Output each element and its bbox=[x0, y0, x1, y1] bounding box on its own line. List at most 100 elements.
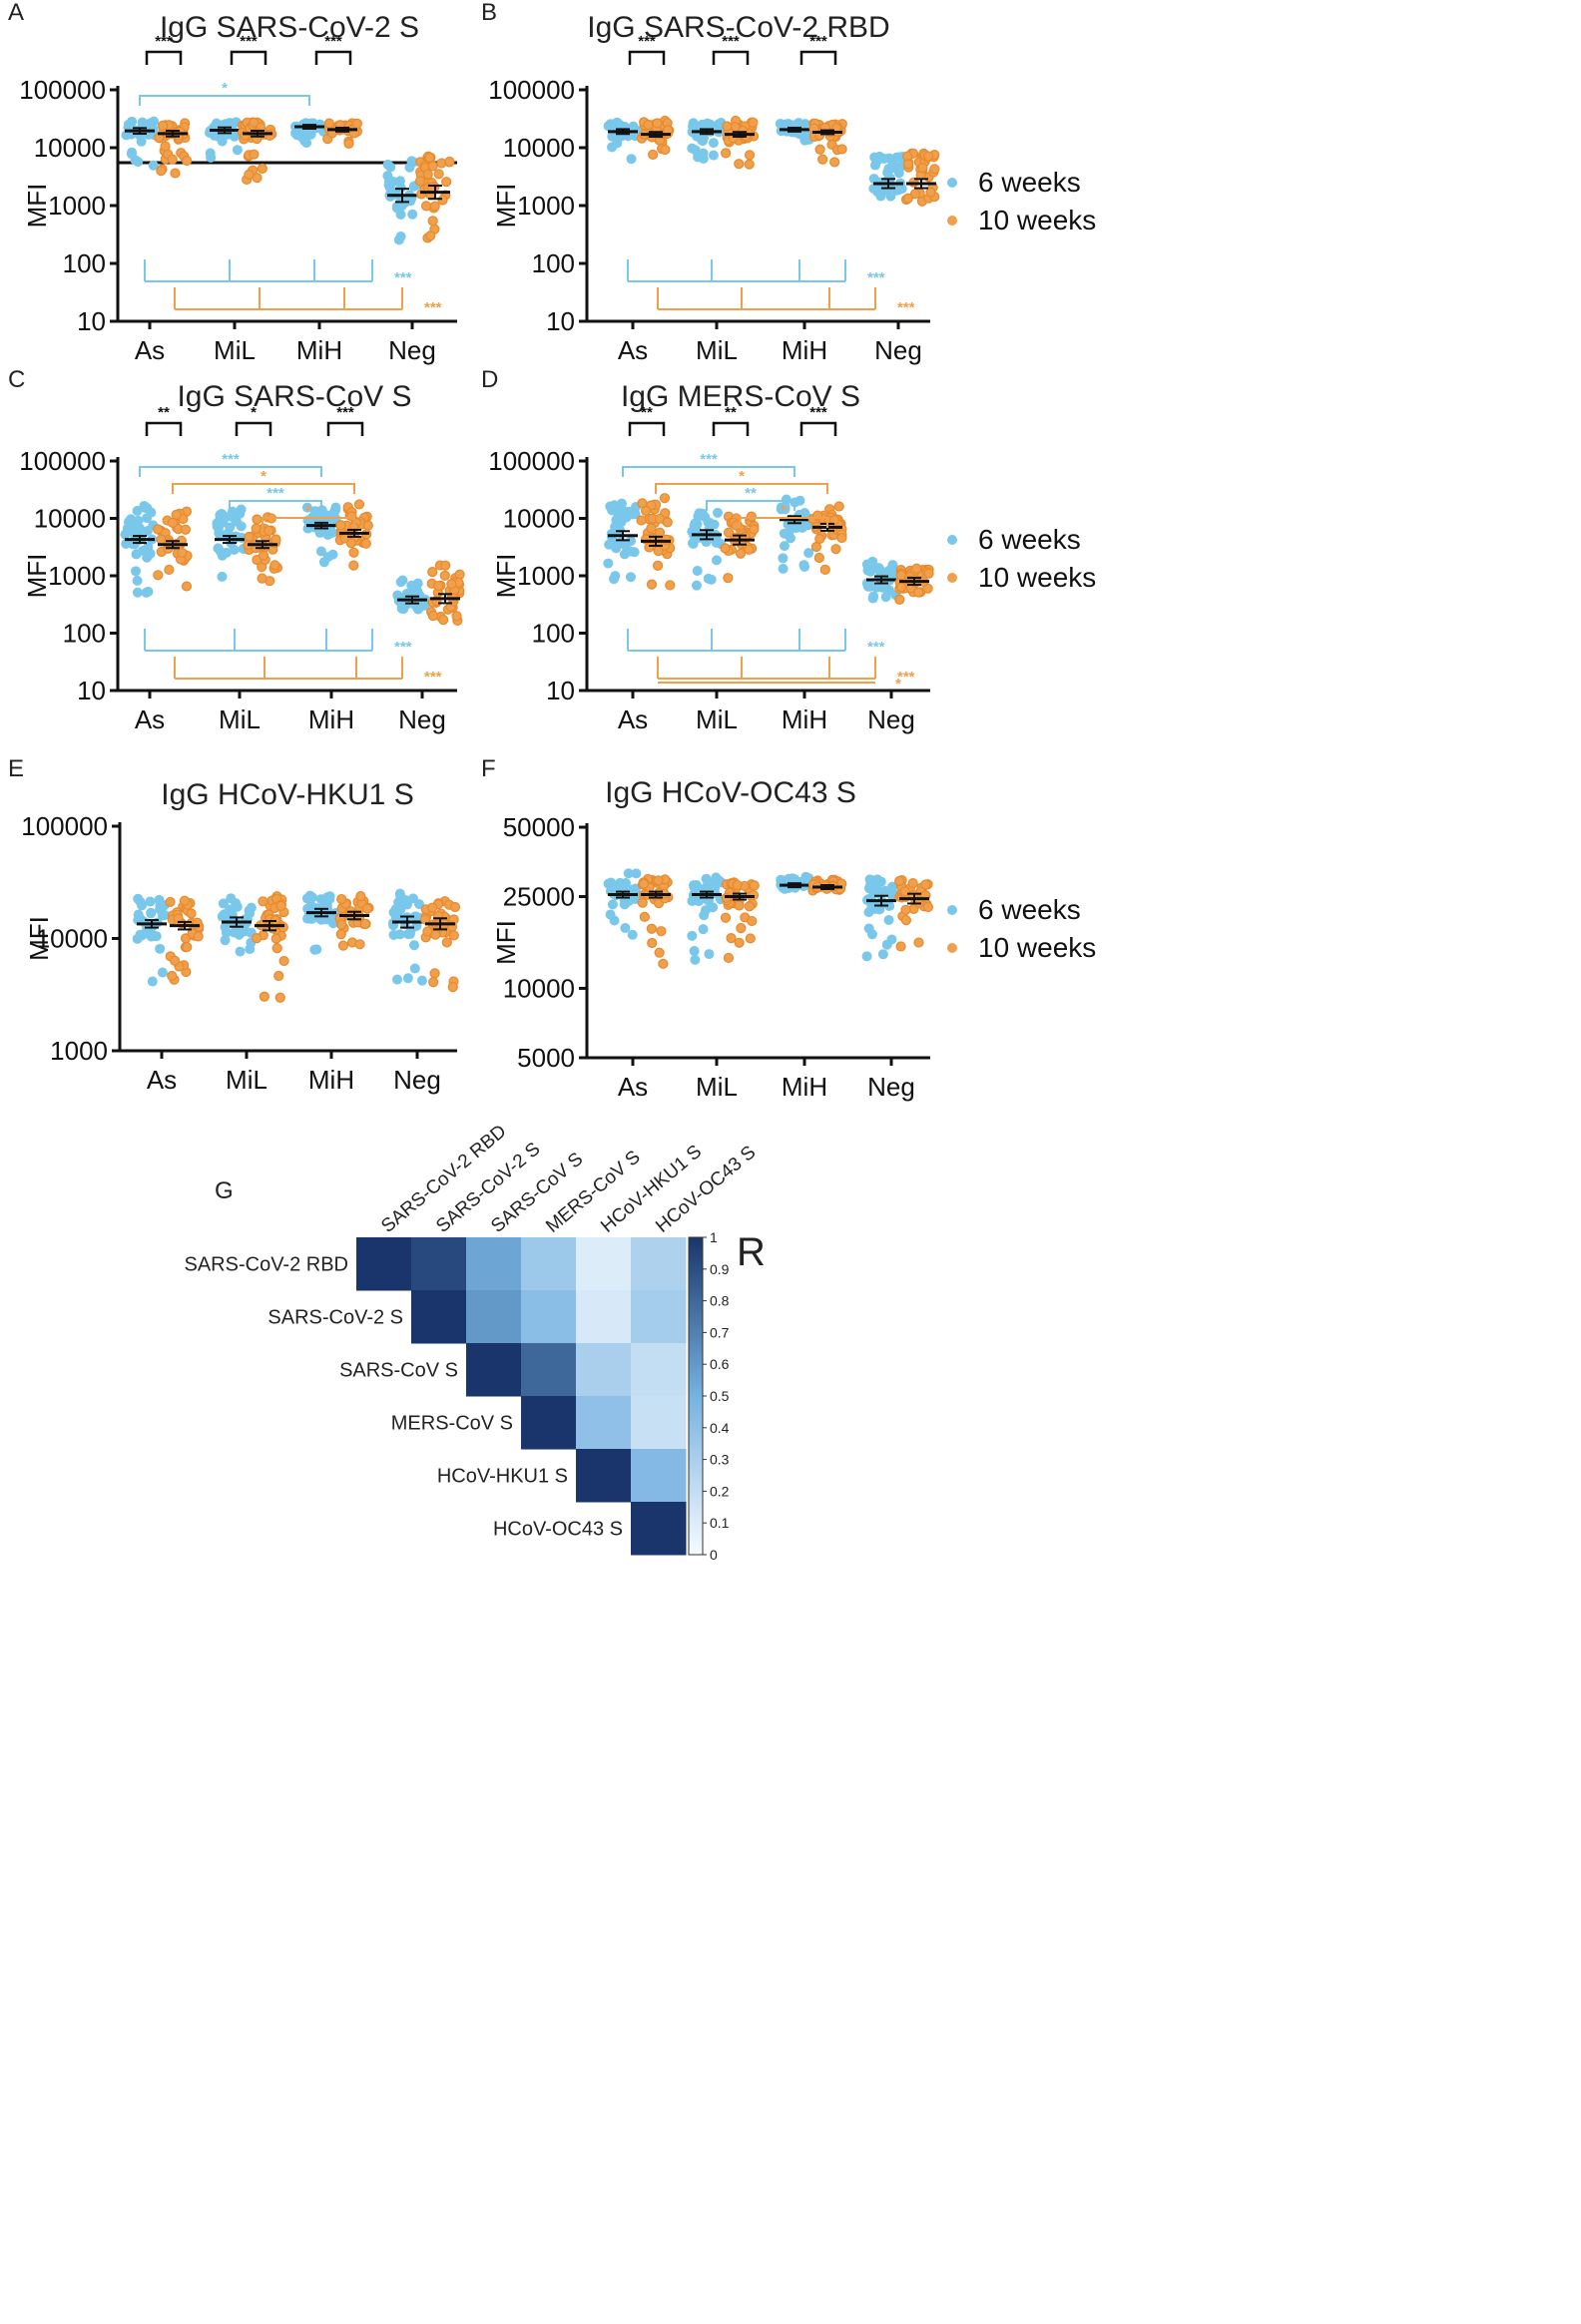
heatmap-row-label: SARS-CoV-2 RBD bbox=[185, 1254, 349, 1276]
data-point-10wk bbox=[747, 915, 758, 927]
data-point-10wk bbox=[259, 991, 269, 1002]
data-point-10wk bbox=[171, 509, 182, 520]
data-point-6wk bbox=[800, 871, 811, 882]
data-point-6wk bbox=[778, 563, 789, 574]
data-point-10wk bbox=[447, 982, 458, 993]
data-point-6wk bbox=[304, 890, 315, 901]
pair-sig-label: *** bbox=[809, 33, 827, 50]
group-sig-label: * bbox=[305, 502, 311, 519]
data-point-6wk bbox=[692, 895, 703, 906]
data-point-6wk bbox=[236, 504, 247, 515]
data-point-6wk bbox=[148, 160, 159, 171]
data-point-10wk bbox=[275, 900, 286, 911]
data-point-6wk bbox=[607, 505, 618, 516]
y-tick-label: 10000 bbox=[503, 504, 575, 534]
data-point-6wk bbox=[409, 963, 420, 974]
data-point-6wk bbox=[217, 136, 228, 147]
pair-sig-label: *** bbox=[638, 33, 656, 50]
y-axis-label: MFI bbox=[491, 554, 521, 599]
heatmap-cell bbox=[576, 1449, 632, 1503]
data-point-6wk bbox=[603, 878, 614, 889]
colorbar-tick-label: 0.8 bbox=[710, 1293, 730, 1309]
x-tick-label: MiL bbox=[219, 704, 261, 734]
legend-label: 10 weeks bbox=[978, 562, 1096, 593]
data-point-10wk bbox=[646, 923, 657, 934]
panel-f: F IgG HCoV-OC43 S 5000 10000 25000 50000 MFI As… bbox=[481, 755, 1096, 1102]
colorbar-title: R bbox=[737, 1230, 766, 1274]
data-point-6wk bbox=[393, 234, 404, 245]
panel-letter: G bbox=[215, 1177, 234, 1204]
data-point-10wk bbox=[258, 896, 268, 907]
heatmap-cell bbox=[411, 1237, 467, 1291]
neg-sig-label: *** bbox=[897, 299, 915, 316]
data-point-10wk bbox=[429, 201, 440, 212]
data-point-6wk bbox=[713, 507, 724, 518]
x-tick-label: MiH bbox=[782, 704, 827, 734]
y-tick-label: 1000 bbox=[517, 191, 575, 221]
y-axis-label: MFI bbox=[22, 184, 52, 229]
data-point-6wk bbox=[609, 915, 620, 926]
legend-label: 6 weeks bbox=[978, 524, 1081, 555]
data-point-6wk bbox=[687, 143, 698, 154]
data-point-10wk bbox=[658, 958, 669, 969]
data-point-10wk bbox=[722, 121, 733, 132]
data-point-6wk bbox=[708, 150, 719, 161]
data-point-10wk bbox=[257, 573, 267, 584]
data-point-6wk bbox=[220, 935, 231, 946]
data-point-6wk bbox=[620, 922, 631, 933]
data-point-10wk bbox=[257, 163, 267, 174]
x-tick-label: Neg bbox=[874, 335, 922, 365]
legend-marker bbox=[947, 535, 957, 545]
data-point-6wk bbox=[879, 885, 890, 896]
heatmap-cell bbox=[521, 1343, 577, 1397]
y-tick-label: 25000 bbox=[503, 882, 575, 912]
data-point-10wk bbox=[270, 534, 281, 545]
data-point-6wk bbox=[327, 549, 338, 560]
data-point-10wk bbox=[449, 901, 461, 913]
data-point-6wk bbox=[301, 502, 312, 513]
data-point-6wk bbox=[784, 873, 794, 884]
data-point-10wk bbox=[335, 520, 346, 531]
pair-bracket bbox=[326, 421, 364, 436]
group-sig-label: * bbox=[739, 468, 745, 485]
data-point-10wk bbox=[271, 943, 282, 954]
heatmap-cell bbox=[521, 1396, 577, 1450]
y-tick-label: 100000 bbox=[488, 446, 575, 476]
pair-bracket bbox=[628, 50, 666, 65]
data-point-10wk bbox=[648, 149, 659, 161]
x-tick-label: MiH bbox=[782, 1072, 827, 1102]
data-point-10wk bbox=[721, 148, 732, 159]
data-point-10wk bbox=[355, 891, 366, 902]
y-tick-label: 10000 bbox=[503, 133, 575, 163]
data-point-6wk bbox=[868, 902, 879, 913]
data-point-6wk bbox=[604, 539, 615, 550]
data-point-6wk bbox=[132, 575, 143, 586]
data-point-10wk bbox=[665, 580, 676, 591]
data-point-10wk bbox=[639, 911, 650, 922]
data-point-10wk bbox=[351, 118, 363, 129]
data-point-10wk bbox=[638, 878, 650, 889]
data-point-6wk bbox=[221, 927, 232, 938]
colorbar-tick-label: 1 bbox=[710, 1229, 718, 1245]
data-point-10wk bbox=[157, 120, 169, 131]
legend-label: 10 weeks bbox=[978, 205, 1096, 235]
data-point-10wk bbox=[274, 992, 285, 1003]
y-tick-label: 10 bbox=[77, 306, 106, 336]
data-point-10wk bbox=[659, 493, 671, 504]
data-point-10wk bbox=[336, 919, 347, 930]
legend-marker bbox=[947, 943, 957, 953]
data-point-10wk bbox=[428, 977, 439, 988]
y-tick-label: 100000 bbox=[21, 811, 108, 841]
data-point-10wk bbox=[427, 161, 438, 172]
heatmap-row-label: HCoV-HKU1 S bbox=[437, 1466, 568, 1488]
data-point-10wk bbox=[734, 900, 745, 911]
data-point-6wk bbox=[708, 902, 719, 913]
x-tick-label: MiH bbox=[308, 704, 354, 734]
x-tick-label: MiH bbox=[308, 1065, 354, 1095]
data-point-6wk bbox=[877, 949, 888, 960]
data-point-6wk bbox=[866, 929, 877, 940]
y-tick-label: 10000 bbox=[34, 133, 106, 163]
data-point-6wk bbox=[778, 553, 789, 564]
pair-sig-label: ** bbox=[158, 404, 170, 421]
colorbar bbox=[688, 1236, 704, 1556]
